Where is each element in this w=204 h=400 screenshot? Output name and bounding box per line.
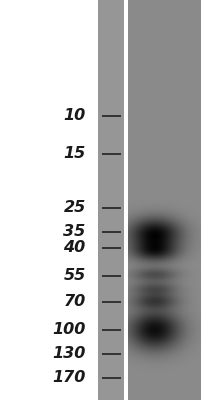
FancyBboxPatch shape xyxy=(124,0,128,400)
Text: 35: 35 xyxy=(63,224,86,240)
Text: 70: 70 xyxy=(63,294,86,310)
Text: 55: 55 xyxy=(63,268,86,284)
Text: 25: 25 xyxy=(63,200,86,216)
Text: 15: 15 xyxy=(63,146,86,162)
Text: 10: 10 xyxy=(63,108,86,124)
FancyBboxPatch shape xyxy=(0,0,98,400)
FancyBboxPatch shape xyxy=(128,0,204,400)
Text: 170: 170 xyxy=(52,370,86,386)
FancyBboxPatch shape xyxy=(98,0,124,400)
Text: 130: 130 xyxy=(52,346,86,362)
FancyBboxPatch shape xyxy=(98,0,124,400)
Text: 40: 40 xyxy=(63,240,86,256)
FancyBboxPatch shape xyxy=(201,0,204,400)
Text: 100: 100 xyxy=(52,322,86,338)
